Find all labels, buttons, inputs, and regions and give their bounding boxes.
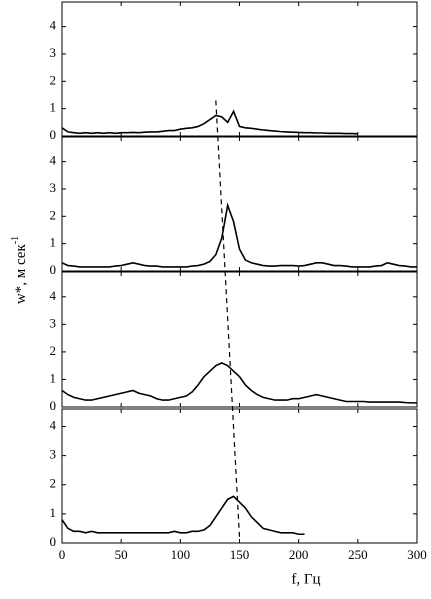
y-tick-label: 0: [50, 534, 57, 549]
x-tick-label: 250: [348, 547, 368, 562]
y-tick-label: 2: [50, 343, 57, 358]
y-axis-label-sup: -1: [10, 236, 21, 244]
y-tick-label: 2: [50, 207, 57, 222]
y-tick-label: 3: [50, 447, 57, 462]
panel-frame: [61, 271, 418, 408]
y-tick-label: 4: [50, 18, 57, 33]
panel-frame: [61, 136, 418, 272]
spectrum-line: [61, 362, 417, 404]
y-tick-label: 1: [50, 505, 57, 520]
y-tick-label: 4: [50, 153, 57, 168]
y-tick-label: 2: [50, 72, 57, 87]
x-tick-label: 100: [171, 547, 191, 562]
y-tick-label: 1: [50, 235, 57, 250]
y-tick-label: 0: [50, 127, 57, 142]
y-axis-label-text: w*, м сек: [13, 244, 29, 305]
y-tick-label: 4: [50, 417, 57, 432]
x-axis-label: f, Гц: [291, 571, 320, 587]
y-tick-label: 3: [50, 180, 57, 195]
y-axis-label: w*, м сек-1: [10, 236, 29, 304]
spectrum-line: [61, 109, 358, 135]
panel-frame: [61, 1, 418, 137]
peak-guide-line: [215, 100, 241, 538]
y-tick-label: 0: [50, 262, 57, 277]
y-tick-label: 4: [50, 288, 57, 303]
x-tick-label: 50: [115, 547, 128, 562]
spectrum-line: [61, 202, 417, 268]
y-tick-label: 1: [50, 370, 57, 385]
y-tick-label: 1: [50, 100, 57, 115]
x-tick-label: 300: [407, 547, 427, 562]
x-tick-label: 0: [59, 547, 66, 562]
panel-frame: [61, 408, 418, 544]
x-tick-label: 150: [230, 547, 250, 562]
spectrum-line: [61, 495, 305, 536]
y-tick-label: 3: [50, 315, 57, 330]
y-tick-label: 2: [50, 476, 57, 491]
x-tick-label: 200: [289, 547, 309, 562]
y-tick-label: 3: [50, 45, 57, 60]
y-tick-label: 0: [50, 398, 57, 413]
